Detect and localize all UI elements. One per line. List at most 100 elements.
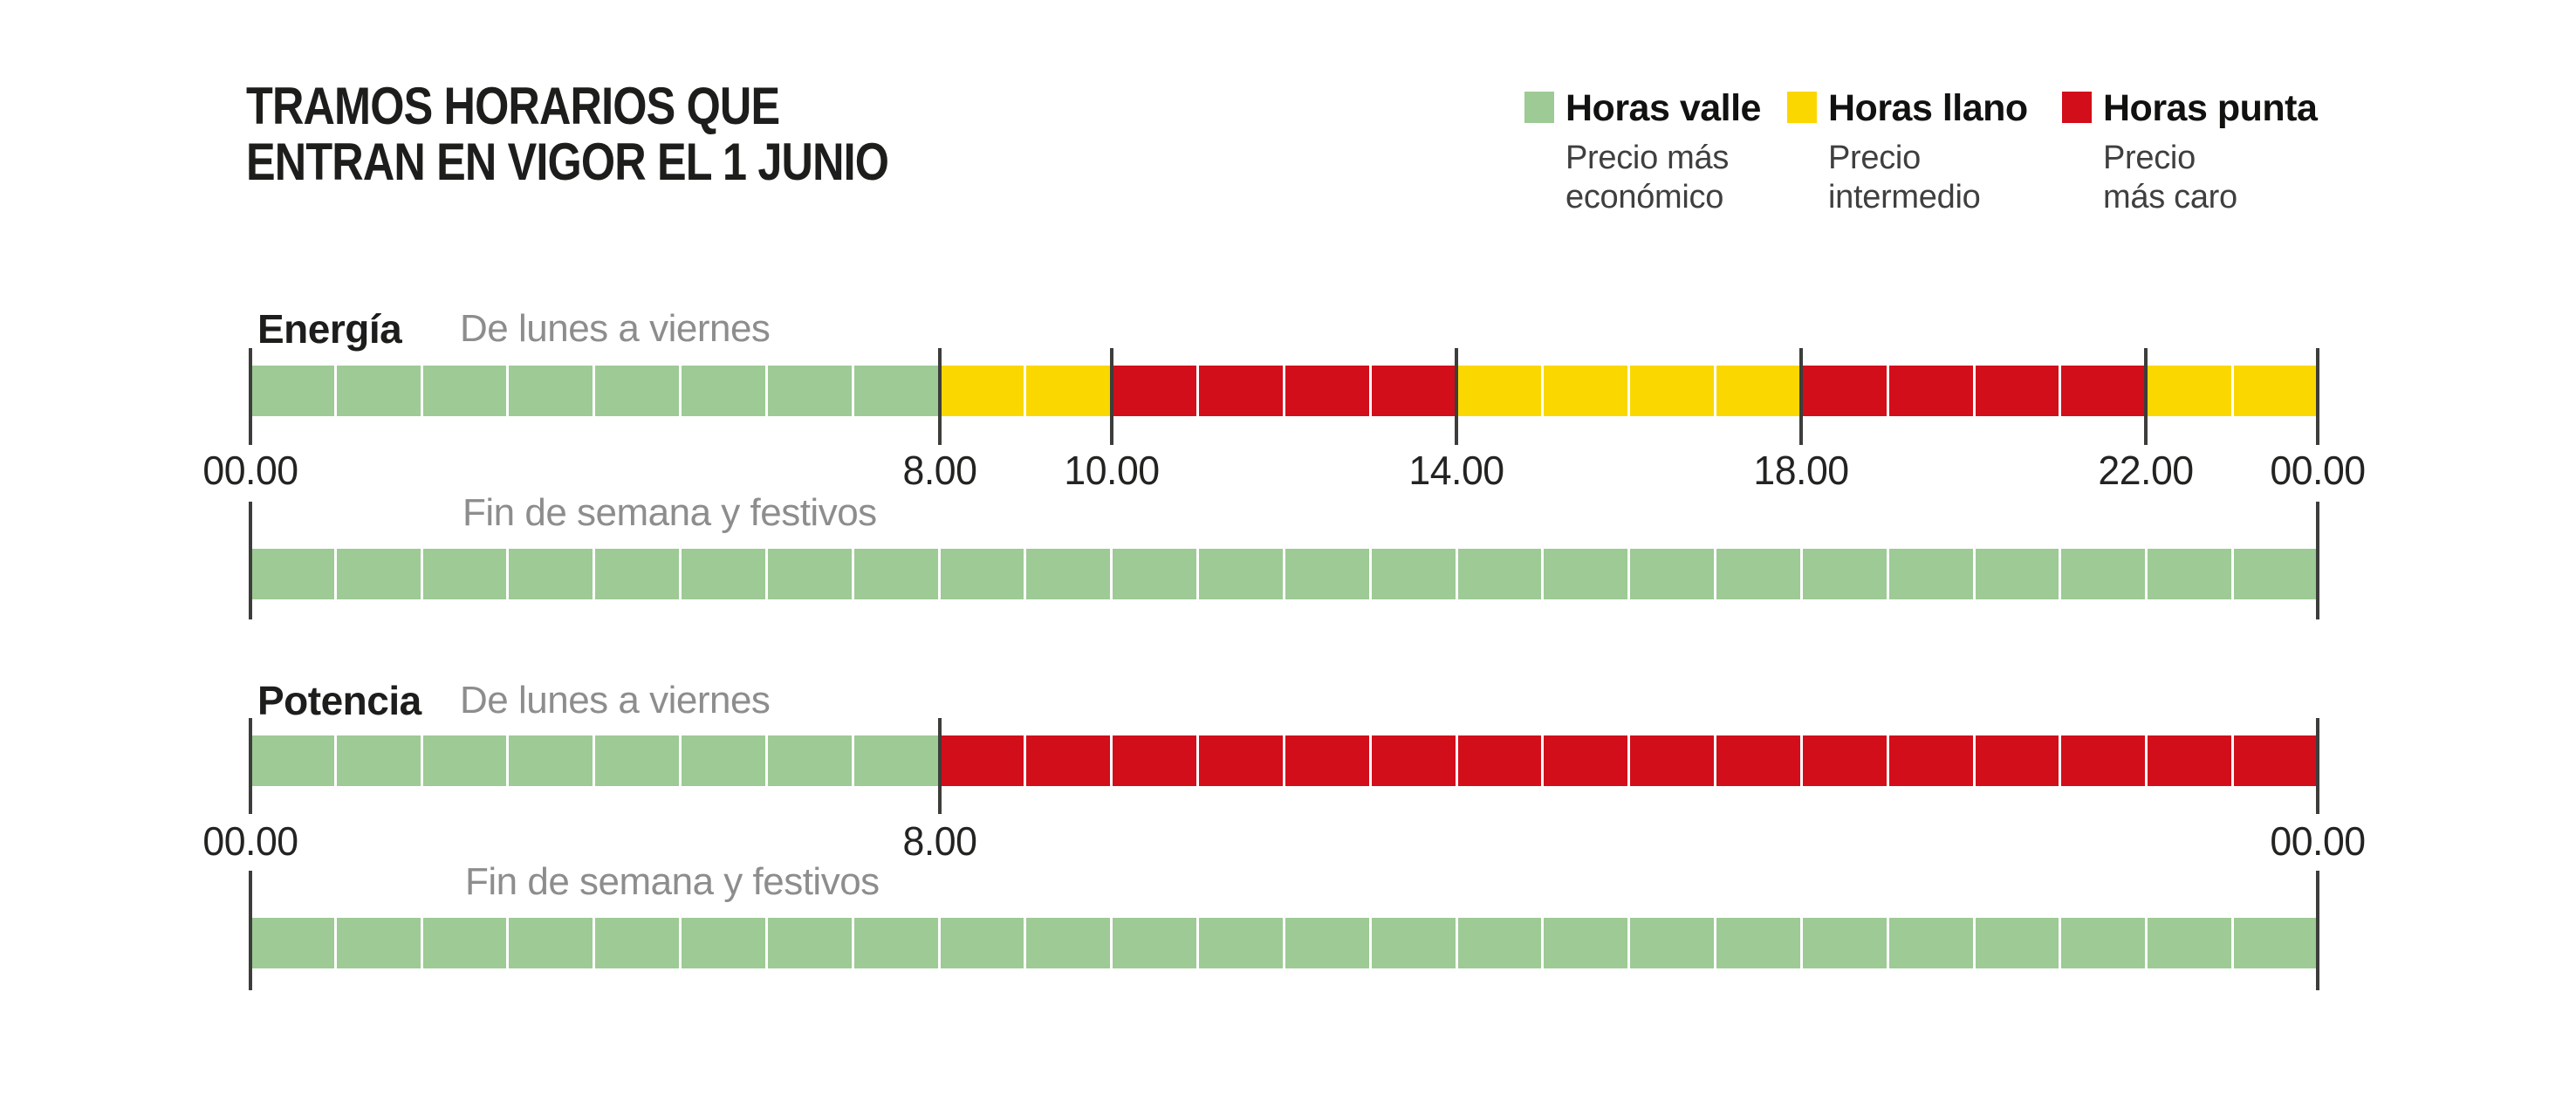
hour-cell-valle bbox=[940, 549, 1024, 599]
axis-tick bbox=[1110, 348, 1114, 445]
llano-swatch-icon bbox=[1787, 92, 1817, 123]
hour-cell-valle bbox=[250, 735, 334, 786]
axis-tick bbox=[2143, 348, 2148, 445]
chart-title-line-1: TRAMOS HORARIOS QUE bbox=[246, 77, 780, 135]
hour-cell-punta bbox=[2061, 366, 2146, 416]
hour-cell-valle bbox=[1371, 549, 1456, 599]
potencia-weekend-label: Fin de semana y festivos bbox=[465, 860, 880, 903]
hour-cell-valle bbox=[1026, 918, 1111, 968]
axis-tick bbox=[249, 718, 252, 814]
axis-tick-label: 18.00 bbox=[1753, 448, 1849, 493]
axis-tick bbox=[249, 502, 252, 619]
hour-cell-valle bbox=[1457, 549, 1542, 599]
energia-weekend-bar bbox=[250, 549, 2318, 599]
axis-tick-label: 10.00 bbox=[1064, 448, 1160, 493]
hour-cell-valle bbox=[2234, 918, 2318, 968]
hour-cell-punta bbox=[940, 735, 1024, 786]
hour-cell-llano bbox=[2148, 366, 2232, 416]
hour-cell-valle bbox=[1802, 549, 1887, 599]
axis-tick-label: 14.00 bbox=[1408, 448, 1504, 493]
hour-cell-valle bbox=[1630, 918, 1715, 968]
hour-cell-llano bbox=[1544, 366, 1628, 416]
hour-cell-valle bbox=[595, 918, 680, 968]
axis-tick bbox=[249, 871, 252, 990]
hour-cell-valle bbox=[1888, 549, 1973, 599]
energia-weekend-label: Fin de semana y festivos bbox=[462, 491, 877, 534]
hour-cell-punta bbox=[1113, 366, 1197, 416]
hour-cell-valle bbox=[682, 735, 765, 786]
axis-tick bbox=[2316, 871, 2319, 990]
hour-cell-punta bbox=[1630, 735, 1715, 786]
hour-cell-valle bbox=[509, 918, 593, 968]
valle-swatch-icon bbox=[1524, 92, 1554, 123]
hour-cell-valle bbox=[767, 366, 852, 416]
hour-cell-valle bbox=[853, 549, 938, 599]
hour-cell-punta bbox=[1716, 735, 1800, 786]
potencia-weekday-label: De lunes a viernes bbox=[460, 679, 771, 722]
legend-desc: Precio más caro bbox=[2103, 139, 2317, 217]
hour-cell-valle bbox=[1457, 918, 1542, 968]
axis-tick bbox=[937, 718, 942, 814]
hour-cell-valle bbox=[1026, 549, 1111, 599]
axis-tick bbox=[937, 348, 942, 445]
legend-label: Horas punta bbox=[2103, 87, 2318, 129]
hour-cell-llano bbox=[1457, 366, 1542, 416]
hour-cell-valle bbox=[595, 549, 680, 599]
hour-cell-valle bbox=[1285, 549, 1369, 599]
axis-tick bbox=[1798, 348, 1803, 445]
hour-cell-punta bbox=[1802, 366, 1887, 416]
hour-cell-valle bbox=[336, 549, 421, 599]
hour-cell-punta bbox=[1802, 735, 1887, 786]
hour-cell-punta bbox=[2061, 735, 2146, 786]
legend-item-horas-llano: Horas llano Precio intermedio bbox=[1787, 90, 2028, 217]
axis-tick-label: 8.00 bbox=[902, 448, 977, 493]
hour-cell-valle bbox=[1199, 918, 1283, 968]
hour-cell-punta bbox=[1457, 735, 1542, 786]
axis-tick bbox=[2316, 718, 2319, 814]
hour-cell-valle bbox=[940, 918, 1024, 968]
legend-desc-line: Precio más bbox=[1565, 140, 1730, 176]
hour-cell-valle bbox=[509, 366, 593, 416]
hour-cell-valle bbox=[2061, 549, 2146, 599]
hour-cell-punta bbox=[1975, 735, 2059, 786]
chart-title: TRAMOS HORARIOS QUE ENTRAN EN VIGOR EL 1… bbox=[246, 77, 889, 190]
hour-cell-punta bbox=[1026, 735, 1111, 786]
hour-cell-valle bbox=[1975, 918, 2059, 968]
axis-tick-label: 00.00 bbox=[2270, 448, 2366, 493]
hour-cell-valle bbox=[1802, 918, 1887, 968]
hour-cell-punta bbox=[1371, 366, 1456, 416]
hour-cell-valle bbox=[250, 918, 334, 968]
hour-cell-valle bbox=[422, 735, 507, 786]
hour-cell-llano bbox=[1026, 366, 1111, 416]
hour-cell-valle bbox=[250, 549, 334, 599]
axis-tick bbox=[2316, 502, 2319, 619]
hour-cell-punta bbox=[1544, 735, 1628, 786]
hour-cell-valle bbox=[422, 918, 507, 968]
legend-desc: Precio intermedio bbox=[1828, 139, 2028, 217]
hour-cell-llano bbox=[2234, 366, 2318, 416]
hour-cell-punta bbox=[2234, 735, 2318, 786]
hour-cell-punta bbox=[1888, 366, 1973, 416]
axis-tick bbox=[2316, 348, 2319, 445]
hour-cell-valle bbox=[509, 735, 593, 786]
hour-cell-valle bbox=[250, 366, 334, 416]
group-label-potencia: Potencia bbox=[257, 678, 421, 723]
hour-cell-punta bbox=[1199, 735, 1283, 786]
legend-desc-line: intermedio bbox=[1828, 179, 1981, 215]
axis-tick bbox=[249, 348, 252, 445]
hour-cell-valle bbox=[1285, 918, 1369, 968]
energia-weekday-bar bbox=[250, 366, 2318, 416]
axis-tick-label: 22.00 bbox=[2097, 448, 2194, 493]
hour-cell-valle bbox=[1888, 918, 1973, 968]
legend-item-horas-valle: Horas valle Precio más económico bbox=[1524, 90, 1761, 217]
punta-swatch-icon bbox=[2062, 92, 2092, 123]
legend-desc-line: económico bbox=[1565, 179, 1724, 215]
hour-cell-valle bbox=[2148, 918, 2232, 968]
legend-desc-line: Precio bbox=[1828, 140, 1921, 176]
axis-tick-label: 8.00 bbox=[902, 818, 977, 864]
energia-weekday-label: De lunes a viernes bbox=[460, 307, 771, 350]
legend-item-horas-punta: Horas punta Precio más caro bbox=[2062, 87, 2318, 217]
hour-cell-llano bbox=[940, 366, 1024, 416]
hour-cell-valle bbox=[509, 549, 593, 599]
